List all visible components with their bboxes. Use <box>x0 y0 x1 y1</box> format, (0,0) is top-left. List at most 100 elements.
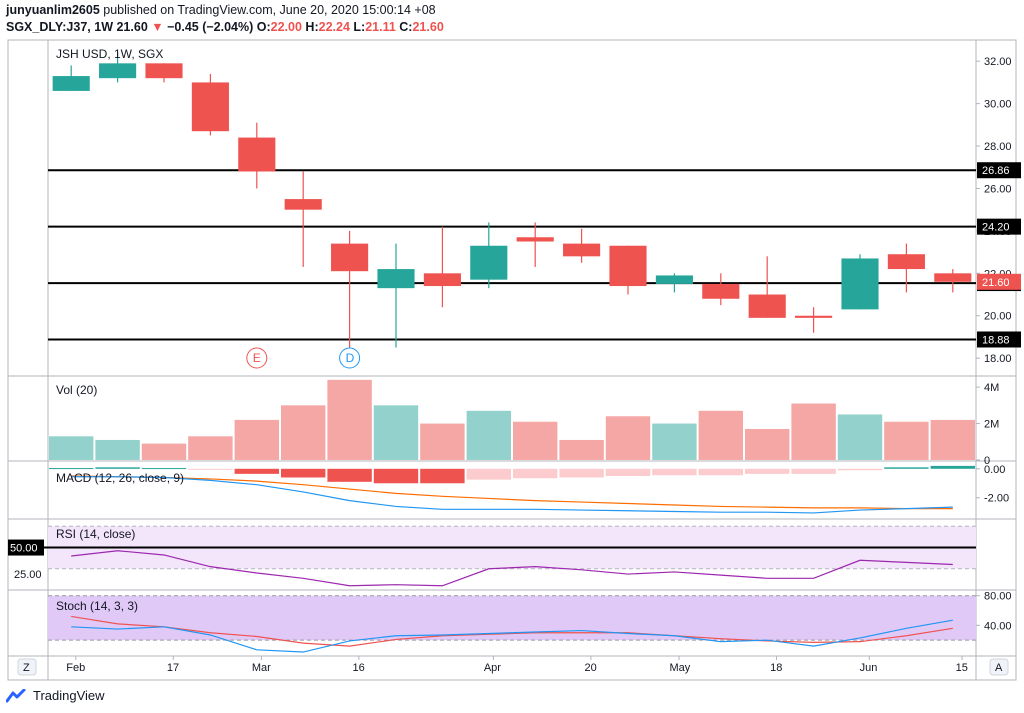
candle-body <box>934 273 972 282</box>
publish-line: junyuanlim2605 published on TradingView.… <box>6 2 1016 19</box>
time-axis-label: Jun <box>860 662 878 674</box>
macd-histogram-bar <box>605 468 651 477</box>
low-value: 21.11 <box>365 20 396 34</box>
price-pane-title: JSH USD, 1W, SGX <box>56 47 163 61</box>
rsi-tick-label: 25.00 <box>14 569 42 581</box>
macd-histogram-bar <box>698 468 743 476</box>
macd-histogram-bar <box>559 468 604 478</box>
time-axis-label: 15 <box>956 662 968 674</box>
volume-bar <box>745 429 790 460</box>
horizontal-level-label: 24.20 <box>982 222 1010 234</box>
macd-tick-label: -2.00 <box>984 493 1009 505</box>
candle-body <box>609 245 647 287</box>
horizontal-level-badge <box>977 218 1021 235</box>
stoch-pane-title: Stoch (14, 3, 3) <box>56 599 138 613</box>
low-label: L: <box>353 20 366 34</box>
close-label: C: <box>399 20 413 34</box>
price-tick-label: 32.00 <box>984 56 1012 68</box>
auto-scale-right-label: A <box>995 662 1003 674</box>
symbol-label: SGX_DLY:J37, 1W <box>6 20 113 34</box>
volume-bar <box>698 410 743 460</box>
last-price: 21.60 <box>116 20 148 34</box>
horizontal-level-badge <box>977 162 1021 179</box>
macd-histogram-bar <box>49 468 94 470</box>
candle-body <box>238 137 276 172</box>
volume-bar <box>420 423 465 460</box>
volume-bar <box>930 419 975 460</box>
close-value: 21.60 <box>412 20 444 34</box>
candle-body <box>655 275 693 284</box>
macd-tick-label: 0.00 <box>984 464 1005 476</box>
rsi-level-badge <box>8 539 44 556</box>
volume-bar <box>95 439 140 460</box>
rsi-level-label: 50.00 <box>10 543 38 555</box>
ohlc-line: SGX_DLY:J37, 1W 21.60 ▼ −0.45 (−2.04%) O… <box>6 19 1016 36</box>
chart-header: junyuanlim2605 published on TradingView.… <box>6 2 1016 36</box>
volume-bar <box>373 405 419 460</box>
candle-body <box>284 199 322 210</box>
open-label: O: <box>256 20 271 34</box>
candle-body <box>191 82 229 132</box>
last-price-badge <box>977 273 1021 290</box>
dividend-marker <box>339 347 361 369</box>
candle-body <box>795 315 833 318</box>
volume-bar <box>559 439 604 460</box>
volume-bar <box>188 436 233 460</box>
volume-pane-title: Vol (20) <box>56 383 97 397</box>
candle-body <box>748 294 786 318</box>
time-axis-label: Feb <box>66 662 85 674</box>
author-name[interactable]: junyuanlim2605 <box>6 3 100 17</box>
rsi-line <box>71 550 953 587</box>
volume-bar <box>884 421 929 460</box>
stoch-tick-label: 80.00 <box>984 591 1012 603</box>
horizontal-level-label: 18.88 <box>982 334 1010 346</box>
macd-histogram-bar <box>791 468 836 474</box>
volume-tick-label: 0 <box>984 455 990 467</box>
open-value: 22.00 <box>270 20 302 34</box>
volume-bar <box>652 423 697 460</box>
tradingview-brand: TradingView <box>33 688 105 703</box>
macd-pane-title: MACD (12, 26, close, 9) <box>56 471 184 485</box>
tradingview-logo[interactable]: TradingView <box>6 688 105 703</box>
price-tick-label: 20.00 <box>984 311 1012 323</box>
rsi-pane-title: RSI (14, close) <box>56 527 135 541</box>
candle-body <box>145 63 183 79</box>
candle-body <box>841 258 879 310</box>
volume-tick-label: 4M <box>984 382 999 394</box>
event-marker-label: E <box>253 351 261 365</box>
event-marker-label: D <box>346 351 355 365</box>
time-axis-label: 20 <box>584 662 596 674</box>
high-value: 22.24 <box>318 20 350 34</box>
price-tick-label: 28.00 <box>984 141 1012 153</box>
time-axis-label: Mar <box>252 662 271 674</box>
time-axis-label: May <box>669 662 690 674</box>
time-axis-label: 18 <box>770 662 782 674</box>
macd-histogram-bar <box>95 467 140 469</box>
macd-histogram-bar <box>513 468 558 479</box>
macd-histogram-bar <box>884 467 929 469</box>
candle-body <box>887 254 925 270</box>
macd-histogram-bar <box>141 468 187 470</box>
tradingview-logo-icon <box>6 688 26 702</box>
candle-body <box>516 237 554 242</box>
macd-histogram-bar <box>652 468 697 476</box>
volume-bar <box>234 419 279 460</box>
volume-bar <box>141 443 187 460</box>
candle-body <box>563 243 601 257</box>
auto-scale-left-button[interactable] <box>17 658 37 676</box>
macd-histogram-bar <box>466 468 511 480</box>
macd-histogram-bar <box>930 465 975 469</box>
horizontal-level-label: 26.86 <box>982 165 1010 177</box>
volume-bar <box>466 410 511 460</box>
candle-body <box>52 76 90 91</box>
macd-signal-line <box>71 475 953 510</box>
horizontal-level-badge <box>977 331 1021 348</box>
auto-scale-right-button[interactable] <box>989 658 1009 676</box>
stoch-d-line <box>71 615 953 647</box>
volume-bar <box>837 414 883 460</box>
macd-histogram-bar <box>420 468 465 484</box>
time-axis-label: 16 <box>352 662 364 674</box>
macd-histogram-bar <box>373 468 419 484</box>
volume-bar <box>327 379 372 460</box>
